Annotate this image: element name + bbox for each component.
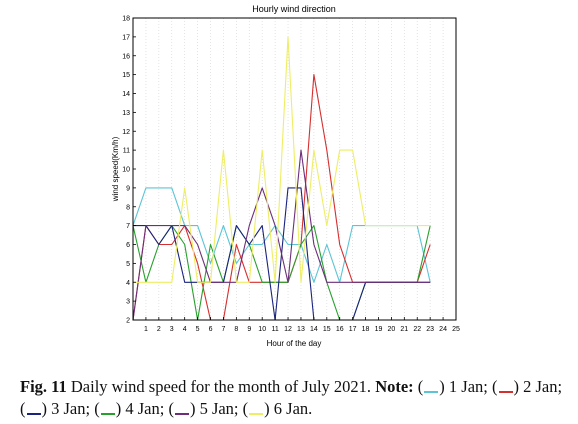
x-tick-label: 15: [323, 326, 331, 333]
y-tick-label: 5: [126, 261, 130, 268]
x-tick-label: 13: [297, 326, 305, 333]
x-tick-label: 23: [426, 326, 434, 333]
y-axis-label: wind speed(Km/h): [111, 136, 120, 202]
legend-day-label: 4 Jan;: [125, 399, 165, 418]
y-tick-label: 8: [126, 204, 130, 211]
caption-legend: () 1 Jan; () 2 Jan; () 3 Jan; () 4 Jan; …: [20, 377, 562, 418]
x-tick-label: 9: [247, 326, 251, 333]
legend-day-label: 6 Jan.: [273, 399, 313, 418]
caption-note-label: Note:: [375, 377, 414, 396]
x-tick-label: 14: [310, 326, 318, 333]
x-tick-label: 16: [336, 326, 344, 333]
series-line-2: [132, 74, 431, 321]
x-tick-label: 20: [388, 326, 396, 333]
y-tick-label: 16: [122, 53, 130, 60]
x-tick-label: 18: [362, 326, 370, 333]
y-tick-label: 6: [126, 242, 130, 249]
legend-swatch: [100, 413, 115, 415]
x-tick-label: 19: [375, 326, 383, 333]
x-tick-label: 12: [284, 326, 292, 333]
y-tick-label: 17: [122, 34, 130, 41]
legend-swatch: [498, 391, 513, 393]
x-tick-label: 1: [144, 326, 148, 333]
legend-swatch: [174, 413, 189, 415]
x-tick-label: 3: [170, 326, 174, 333]
y-tick-label: 11: [123, 148, 130, 155]
y-tick-label: 7: [126, 223, 130, 230]
x-tick-label: 24: [439, 326, 447, 333]
x-tick-label: 22: [413, 326, 421, 333]
legend-day-label: 1 Jan;: [448, 377, 488, 396]
x-tick-label: 7: [221, 326, 225, 333]
legend-day-label: 5 Jan;: [199, 399, 239, 418]
axis-ticks: 1 2 3 4 5 6 7 8 9 10 11 12 13 14 15 16 17 18 19 20 21 22 23 24 2…: [122, 16, 460, 334]
y-tick-label: 15: [122, 72, 130, 79]
x-tick-label: 10: [258, 326, 266, 333]
caption-legend-item: () 6 Jan.: [238, 399, 313, 418]
legend-day-label: 2 Jan;: [523, 377, 563, 396]
x-tick-label: 8: [234, 326, 238, 333]
legend-swatch: [26, 413, 41, 415]
y-tick-label: 3: [126, 299, 130, 306]
y-tick-label: 10: [122, 167, 130, 174]
legend-swatch: [424, 391, 439, 393]
caption-legend-item: () 4 Jan;: [90, 399, 165, 418]
wind-speed-chart: Hourly wind direction 1 2 3 4 5 6 7 8 9 10 11 12 13 1…: [111, 4, 460, 348]
y-tick-label: 12: [122, 129, 130, 136]
series-lines: [132, 36, 431, 321]
x-tick-label: 17: [349, 326, 357, 333]
y-tick-label: 9: [126, 185, 130, 192]
chart-title: Hourly wind direction: [252, 4, 336, 14]
x-tick-label: 11: [271, 326, 278, 333]
caption-legend-item: () 2 Jan;: [487, 377, 563, 396]
y-tick-label: 2: [126, 318, 130, 325]
legend-day-label: 3 Jan;: [51, 399, 91, 418]
caption-legend-item: () 1 Jan;: [417, 377, 488, 396]
y-tick-label: 4: [126, 280, 130, 287]
caption-legend-item: () 3 Jan;: [20, 399, 91, 418]
series-line-5: [132, 149, 431, 321]
series-line-6: [133, 36, 431, 283]
grid: [145, 18, 444, 320]
y-tick-label: 13: [122, 110, 130, 117]
legend-swatch: [249, 413, 264, 415]
y-tick-label: 14: [122, 91, 130, 98]
x-axis-label: Hour of the day: [267, 339, 322, 348]
x-tick-label: 21: [400, 326, 408, 333]
y-tick-label: 18: [122, 16, 130, 23]
x-tick-label: 2: [157, 326, 161, 333]
figure-caption: Fig. 11 Daily wind speed for the month o…: [20, 376, 565, 420]
x-tick-label: 5: [196, 326, 200, 333]
caption-label: Fig. 11: [20, 377, 67, 396]
caption-legend-item: () 5 Jan;: [164, 399, 239, 418]
x-tick-label: 4: [183, 326, 187, 333]
caption-text: Daily wind speed for the month of July 2…: [70, 377, 372, 396]
x-tick-label: 25: [452, 326, 460, 333]
x-tick-label: 6: [209, 326, 213, 333]
